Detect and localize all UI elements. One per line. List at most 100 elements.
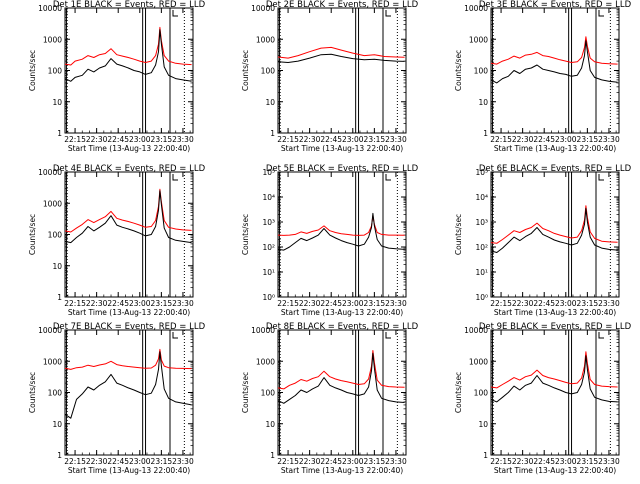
chart-panel-4: Det 4E BLACK = Events, RED = LLD Counts/s… xyxy=(28,164,206,317)
x-tick-label: 23:30 xyxy=(385,299,407,308)
x-tick-label: 22:30 xyxy=(86,135,108,144)
plot-frame xyxy=(490,329,620,456)
y-tick-label: 1 xyxy=(57,129,62,138)
plot-frame xyxy=(64,171,194,298)
y-tick-label: 100 xyxy=(48,389,63,398)
y-tick-label: 10000 xyxy=(464,326,488,335)
y-tick-label: 10 xyxy=(52,420,62,429)
y-tick-label: 100 xyxy=(474,389,489,398)
x-axis-label: Start Time (13-Aug-13 22:00:40) xyxy=(68,144,190,153)
x-tick-label: 23:15 xyxy=(364,457,386,466)
x-tick-label: 23:30 xyxy=(172,299,194,308)
series-line-lld xyxy=(490,205,618,244)
corner-marker xyxy=(385,10,391,17)
y-axis-label: Counts/sec xyxy=(28,214,37,255)
chart-title: Det 9E BLACK = Events, RED = LLD xyxy=(479,322,632,332)
x-tick-label: 23:00 xyxy=(342,457,364,466)
plot-frame xyxy=(490,7,620,134)
chart-title: Det 7E BLACK = Events, RED = LLD xyxy=(53,322,206,332)
y-axis-label: Counts/sec xyxy=(241,214,250,255)
x-tick-label: 22:30 xyxy=(512,299,534,308)
series-line-lld xyxy=(64,348,192,370)
x-tick-label: 23:15 xyxy=(577,135,599,144)
x-tick-label: 22:30 xyxy=(299,457,321,466)
x-tick-label: 23:30 xyxy=(385,457,407,466)
x-tick-label: 22:45 xyxy=(320,135,342,144)
x-axis-label: Start Time (13-Aug-13 22:00:40) xyxy=(494,466,616,475)
x-tick-label: 23:15 xyxy=(364,135,386,144)
y-tick-label: 10² xyxy=(475,243,488,252)
y-tick-label: 10 xyxy=(52,262,62,271)
x-tick-label: 22:15 xyxy=(64,457,86,466)
x-tick-label: 22:15 xyxy=(277,135,299,144)
y-tick-label: 10⁵ xyxy=(262,168,275,177)
y-tick-label: 10¹ xyxy=(262,268,275,277)
x-tick-label: 22:30 xyxy=(299,135,321,144)
y-tick-label: 10³ xyxy=(262,218,275,227)
y-tick-label: 100 xyxy=(48,231,63,240)
x-tick-label: 22:15 xyxy=(64,299,86,308)
chart-title: Det 4E BLACK = Events, RED = LLD xyxy=(53,164,206,174)
y-tick-label: 1 xyxy=(57,293,62,302)
x-tick-label: 22:30 xyxy=(299,299,321,308)
y-tick-label: 10¹ xyxy=(475,268,488,277)
x-tick-label: 23:15 xyxy=(364,299,386,308)
x-tick-label: 22:30 xyxy=(512,135,534,144)
x-tick-label: 22:45 xyxy=(533,457,555,466)
y-axis-label: Counts/sec xyxy=(241,50,250,91)
x-tick-label: 22:45 xyxy=(320,299,342,308)
x-tick-label: 22:15 xyxy=(64,135,86,144)
y-tick-label: 10³ xyxy=(475,218,488,227)
series-line-events xyxy=(277,212,405,251)
x-tick-label: 23:00 xyxy=(129,299,151,308)
series-line-lld xyxy=(277,350,405,390)
y-tick-label: 100 xyxy=(261,389,276,398)
series-line-lld xyxy=(277,215,405,236)
series-line-lld xyxy=(64,26,192,66)
x-tick-label: 23:30 xyxy=(598,135,620,144)
y-axis-label: Counts/sec xyxy=(454,214,463,255)
x-tick-label: 23:00 xyxy=(342,135,364,144)
plot-frame xyxy=(277,171,407,298)
x-tick-label: 22:45 xyxy=(533,135,555,144)
x-tick-label: 23:00 xyxy=(129,135,151,144)
series-line-events xyxy=(277,352,405,404)
series-line-lld xyxy=(490,351,618,389)
x-tick-label: 22:15 xyxy=(490,135,512,144)
corner-marker xyxy=(598,174,604,181)
series-line-events xyxy=(490,40,618,84)
x-tick-label: 23:15 xyxy=(577,457,599,466)
chart-panel-9: Det 9E BLACK = Events, RED = LLD Counts/s… xyxy=(454,322,632,475)
chart-title: Det 2E BLACK = Events, RED = LLD xyxy=(266,0,419,10)
y-tick-label: 10000 xyxy=(38,326,62,335)
chart-title: Det 6E BLACK = Events, RED = LLD xyxy=(479,164,632,174)
y-tick-label: 10000 xyxy=(464,4,488,13)
series-line-lld xyxy=(64,188,192,233)
chart-title: Det 5E BLACK = Events, RED = LLD xyxy=(266,164,419,174)
y-tick-label: 10⁰ xyxy=(262,293,275,302)
x-tick-label: 23:00 xyxy=(129,457,151,466)
y-tick-label: 100 xyxy=(474,67,489,76)
x-tick-label: 23:15 xyxy=(151,299,173,308)
corner-marker xyxy=(385,174,391,181)
x-tick-label: 23:30 xyxy=(172,457,194,466)
corner-marker xyxy=(598,332,604,339)
x-tick-label: 22:15 xyxy=(277,299,299,308)
x-tick-label: 23:00 xyxy=(342,299,364,308)
series-line-lld xyxy=(490,36,618,65)
x-axis-label: Start Time (13-Aug-13 22:00:40) xyxy=(494,308,616,317)
x-axis-label: Start Time (13-Aug-13 22:00:40) xyxy=(281,466,403,475)
chart-panel-7: Det 7E BLACK = Events, RED = LLD Counts/s… xyxy=(28,322,206,475)
y-tick-label: 1 xyxy=(270,451,275,460)
y-tick-label: 10⁵ xyxy=(475,168,488,177)
series-line-events xyxy=(490,355,618,403)
y-tick-label: 100 xyxy=(261,67,276,76)
x-tick-label: 23:15 xyxy=(151,135,173,144)
corner-marker xyxy=(598,10,604,17)
x-tick-label: 22:45 xyxy=(107,457,129,466)
corner-marker xyxy=(385,332,391,339)
y-tick-label: 10⁴ xyxy=(475,193,488,202)
chart-panel-2: Det 2E BLACK = Events, RED = LLD Counts/s… xyxy=(241,0,419,153)
x-axis-label: Start Time (13-Aug-13 22:00:40) xyxy=(494,144,616,153)
